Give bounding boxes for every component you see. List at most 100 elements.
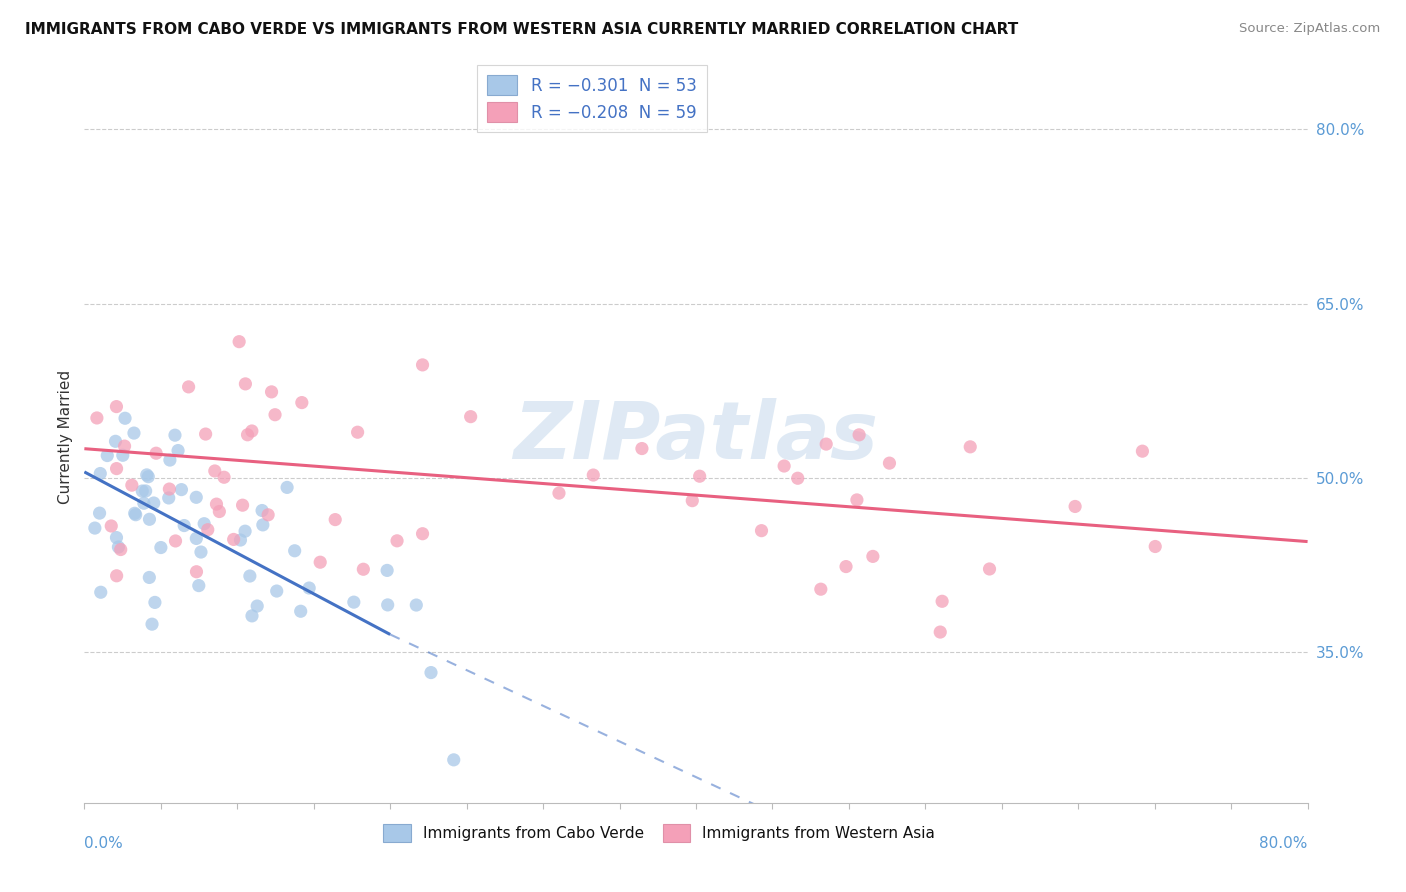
Point <box>291 395 314 409</box>
Point <box>135 467 157 482</box>
Point <box>252 517 274 532</box>
Point <box>105 400 128 414</box>
Point <box>142 496 165 510</box>
Point <box>138 570 160 584</box>
Point <box>979 562 1001 576</box>
Point <box>159 453 181 467</box>
Point <box>232 498 254 512</box>
Point <box>132 496 155 510</box>
Point <box>959 440 981 454</box>
Point <box>143 595 166 609</box>
Point <box>212 470 235 484</box>
Point <box>122 426 145 441</box>
Point <box>1144 540 1167 554</box>
Point <box>290 604 312 618</box>
Point <box>239 569 262 583</box>
Point <box>107 540 129 554</box>
Y-axis label: Currently Married: Currently Married <box>58 370 73 504</box>
Legend: Immigrants from Cabo Verde, Immigrants from Western Asia: Immigrants from Cabo Verde, Immigrants f… <box>375 816 943 850</box>
Point <box>233 524 256 539</box>
Point <box>845 492 868 507</box>
Point <box>96 449 118 463</box>
Text: Source: ZipAtlas.com: Source: ZipAtlas.com <box>1240 22 1381 36</box>
Point <box>173 518 195 533</box>
Point <box>405 598 427 612</box>
Point <box>170 483 193 497</box>
Point <box>124 506 146 520</box>
Point <box>193 516 215 531</box>
Point <box>204 464 226 478</box>
Point <box>90 585 112 599</box>
Point <box>266 584 288 599</box>
Point <box>89 467 111 481</box>
Point <box>235 376 257 391</box>
Point <box>412 526 434 541</box>
Point <box>257 508 280 522</box>
Point <box>548 486 571 500</box>
Point <box>689 469 711 483</box>
Point <box>346 425 368 440</box>
Point <box>165 533 187 548</box>
Point <box>110 542 132 557</box>
Point <box>177 380 200 394</box>
Point <box>194 427 217 442</box>
Point <box>136 469 159 483</box>
Point <box>86 411 108 425</box>
Point <box>375 563 398 577</box>
Point <box>250 503 273 517</box>
Point <box>309 555 332 569</box>
Point <box>229 533 252 547</box>
Point <box>443 753 465 767</box>
Point <box>228 334 250 349</box>
Point <box>879 456 901 470</box>
Point <box>138 512 160 526</box>
Point <box>100 519 122 533</box>
Point <box>236 427 259 442</box>
Point <box>114 411 136 425</box>
Point <box>157 482 180 496</box>
Point <box>105 531 128 545</box>
Point <box>111 448 134 462</box>
Point <box>420 665 443 680</box>
Point <box>135 483 157 498</box>
Point <box>190 545 212 559</box>
Point <box>246 599 269 613</box>
Point <box>582 468 605 483</box>
Text: 80.0%: 80.0% <box>1260 836 1308 851</box>
Point <box>352 562 374 576</box>
Point <box>460 409 482 424</box>
Point <box>167 443 190 458</box>
Point <box>157 491 180 505</box>
Point <box>240 424 263 438</box>
Point <box>323 513 346 527</box>
Point <box>208 504 231 518</box>
Point <box>412 358 434 372</box>
Point <box>835 559 858 574</box>
Point <box>862 549 884 564</box>
Text: ZIPatlas: ZIPatlas <box>513 398 879 476</box>
Point <box>205 497 228 511</box>
Point <box>149 541 172 555</box>
Point <box>222 533 245 547</box>
Text: IMMIGRANTS FROM CABO VERDE VS IMMIGRANTS FROM WESTERN ASIA CURRENTLY MARRIED COR: IMMIGRANTS FROM CABO VERDE VS IMMIGRANTS… <box>25 22 1018 37</box>
Point <box>104 434 127 449</box>
Point <box>929 625 952 640</box>
Point <box>186 565 208 579</box>
Point <box>751 524 773 538</box>
Point <box>786 471 808 485</box>
Point <box>125 508 148 522</box>
Point <box>343 595 366 609</box>
Point <box>264 408 287 422</box>
Point <box>105 461 128 475</box>
Point <box>773 458 796 473</box>
Point <box>186 532 208 546</box>
Point <box>931 594 953 608</box>
Point <box>187 579 209 593</box>
Point <box>89 506 111 520</box>
Point <box>1064 500 1087 514</box>
Point <box>260 384 283 399</box>
Point <box>810 582 832 597</box>
Text: 0.0%: 0.0% <box>84 836 124 851</box>
Point <box>121 478 143 492</box>
Point <box>83 521 105 535</box>
